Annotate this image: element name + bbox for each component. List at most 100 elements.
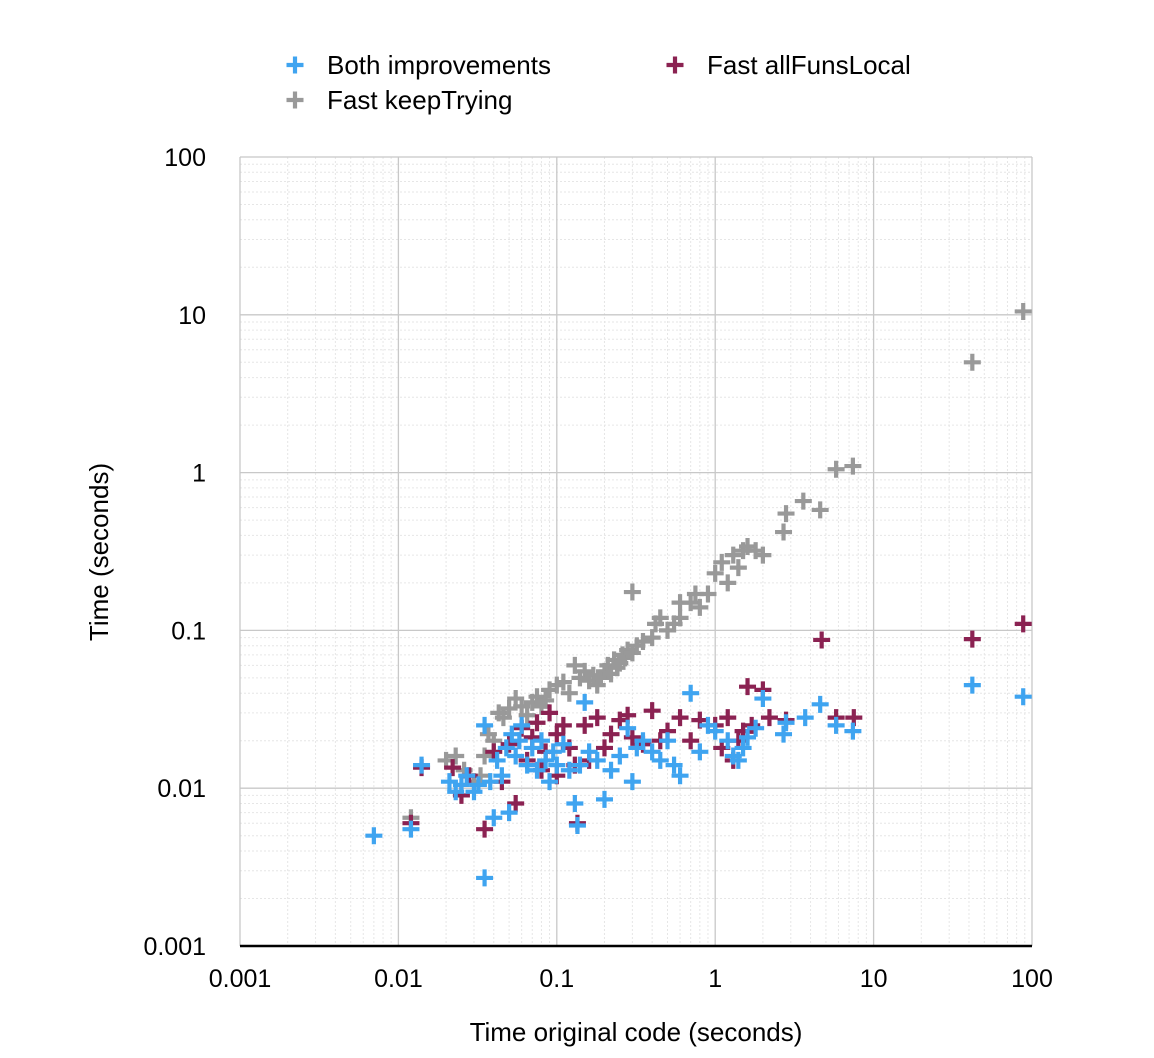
data-point <box>532 697 550 715</box>
data-point <box>476 820 494 838</box>
data-point <box>665 615 683 633</box>
data-point <box>611 654 629 672</box>
data-point <box>777 714 795 732</box>
data-point <box>623 583 641 601</box>
data-point <box>699 585 717 603</box>
data-point <box>548 756 566 774</box>
data-point <box>611 711 629 729</box>
data-point <box>775 725 793 743</box>
data-point <box>592 669 610 687</box>
data-point <box>608 659 626 677</box>
data-point <box>747 719 765 737</box>
data-point <box>560 761 578 779</box>
data-point <box>465 783 483 801</box>
x-tick-label: 0.001 <box>209 965 272 993</box>
data-point <box>686 585 704 603</box>
data-point <box>739 678 757 696</box>
data-point <box>560 684 578 702</box>
data-point <box>494 709 512 727</box>
x-tick-label: 0.1 <box>539 965 574 993</box>
data-point <box>528 714 546 732</box>
data-point <box>528 688 546 706</box>
data-point <box>628 637 646 655</box>
data-point <box>616 649 634 667</box>
data-point <box>699 716 717 734</box>
data-point <box>518 706 536 724</box>
major-gridlines <box>239 156 1033 947</box>
data-point <box>493 767 511 785</box>
data-points <box>365 302 1032 887</box>
data-point <box>671 609 689 627</box>
data-point <box>365 827 383 845</box>
data-point <box>402 820 420 838</box>
data-point <box>713 553 731 571</box>
data-point <box>754 681 772 699</box>
data-point <box>811 695 829 713</box>
data-point <box>719 732 737 750</box>
data-point <box>440 773 458 791</box>
y-tick-label: 0.001 <box>143 933 206 961</box>
data-point <box>452 786 470 804</box>
data-point <box>602 761 620 779</box>
data-point <box>488 751 506 769</box>
data-point <box>588 676 606 694</box>
data-point <box>571 669 589 687</box>
y-tick-label: 0.01 <box>157 775 206 803</box>
y-axis-title: Time (seconds) <box>84 463 114 641</box>
data-point <box>691 711 709 729</box>
data-point <box>523 693 541 711</box>
data-point <box>651 751 669 769</box>
data-point <box>706 722 724 740</box>
data-point <box>643 743 661 761</box>
legend-label: Fast keepTrying <box>327 85 512 115</box>
data-point <box>485 732 503 750</box>
data-point <box>777 505 795 523</box>
data-point <box>665 756 683 774</box>
data-point <box>465 773 483 791</box>
data-point <box>479 725 497 743</box>
data-point <box>747 542 765 560</box>
data-point <box>614 646 632 664</box>
data-point <box>602 725 620 743</box>
data-point <box>455 761 473 779</box>
data-point <box>413 756 431 774</box>
data-point <box>724 546 742 564</box>
data-point <box>588 751 606 769</box>
data-point <box>643 702 661 720</box>
data-point <box>760 709 778 727</box>
data-point <box>754 546 772 564</box>
data-point <box>963 353 981 371</box>
data-point <box>691 743 709 761</box>
data-point <box>605 651 623 669</box>
data-point <box>659 732 677 750</box>
data-point <box>472 767 490 785</box>
series-both-improvements <box>365 676 1032 887</box>
data-point <box>560 739 578 757</box>
x-tick-label: 100 <box>1011 965 1053 993</box>
data-point <box>503 725 521 743</box>
data-point <box>1014 302 1032 320</box>
data-point <box>628 739 646 757</box>
data-point <box>548 676 566 694</box>
data-point <box>595 739 613 757</box>
legend-item-fast-allfunslocal: Fast allFunsLocal <box>666 50 911 80</box>
data-point <box>611 747 629 765</box>
data-point <box>602 665 620 683</box>
data-point <box>623 728 641 746</box>
data-point <box>437 751 455 769</box>
data-point <box>634 732 652 750</box>
data-point <box>510 732 528 750</box>
data-point <box>476 747 494 765</box>
legend-marker <box>666 56 684 74</box>
data-point <box>497 739 515 757</box>
data-point <box>734 722 752 740</box>
data-point <box>584 666 602 684</box>
data-point <box>729 732 747 750</box>
data-point <box>554 735 572 753</box>
data-point <box>671 594 689 612</box>
y-tick-label: 100 <box>164 144 206 172</box>
data-point <box>580 743 598 761</box>
legend: Both improvements Fast allFunsLocal Fast k… <box>286 50 911 115</box>
data-point <box>507 747 525 765</box>
data-point <box>469 776 487 794</box>
